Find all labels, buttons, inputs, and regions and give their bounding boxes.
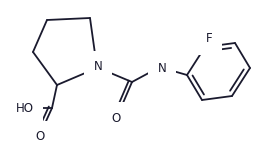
Text: O: O: [111, 111, 120, 125]
Text: O: O: [35, 130, 45, 144]
Text: N: N: [158, 62, 166, 75]
Text: N: N: [94, 60, 102, 73]
Text: F: F: [206, 33, 212, 46]
Text: HO: HO: [16, 102, 34, 114]
Text: H: H: [158, 56, 166, 66]
